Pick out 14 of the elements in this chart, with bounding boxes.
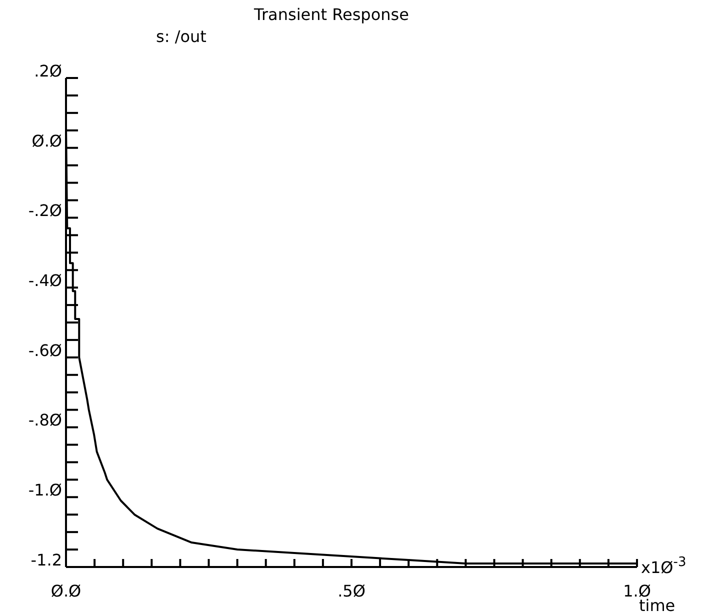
- text: s: /out: [156, 27, 206, 46]
- x-axis-title: time: [639, 596, 676, 615]
- y-tick-label: -.6Ø: [28, 340, 62, 360]
- x-tick-label: Ø.Ø: [50, 581, 82, 600]
- y-tick-label: -.2Ø: [28, 201, 62, 220]
- y-tick-label: -1.2: [30, 550, 62, 570]
- chart-title: Transient Response: [253, 5, 409, 24]
- y-tick-label: -.4Ø: [28, 270, 62, 290]
- y-tick-label: Ø.Ø: [32, 131, 62, 150]
- text: x1Ø$^{-3}$: [641, 554, 686, 577]
- y-tick-label: -1.Ø: [28, 480, 62, 500]
- y-tick-label: -.8Ø: [28, 410, 62, 430]
- y-tick-label: .2Ø: [34, 61, 62, 80]
- x-tick-label: .5Ø: [338, 581, 366, 600]
